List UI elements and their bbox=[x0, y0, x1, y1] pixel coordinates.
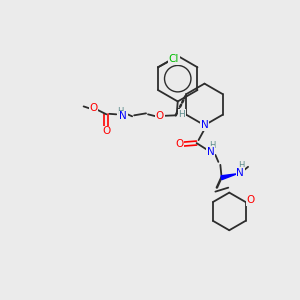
Polygon shape bbox=[221, 174, 237, 180]
Text: O: O bbox=[246, 195, 255, 205]
Text: O: O bbox=[89, 103, 98, 113]
Text: N: N bbox=[236, 168, 244, 178]
Text: H: H bbox=[117, 107, 124, 116]
Text: H: H bbox=[209, 140, 216, 149]
Text: O: O bbox=[176, 139, 184, 149]
Text: O: O bbox=[156, 111, 164, 121]
Text: N: N bbox=[119, 111, 127, 121]
Text: N: N bbox=[201, 120, 208, 130]
Text: O: O bbox=[102, 126, 110, 136]
Text: H: H bbox=[238, 161, 244, 170]
Text: N: N bbox=[207, 147, 214, 157]
Text: H: H bbox=[178, 110, 185, 119]
Text: Cl: Cl bbox=[169, 54, 179, 64]
